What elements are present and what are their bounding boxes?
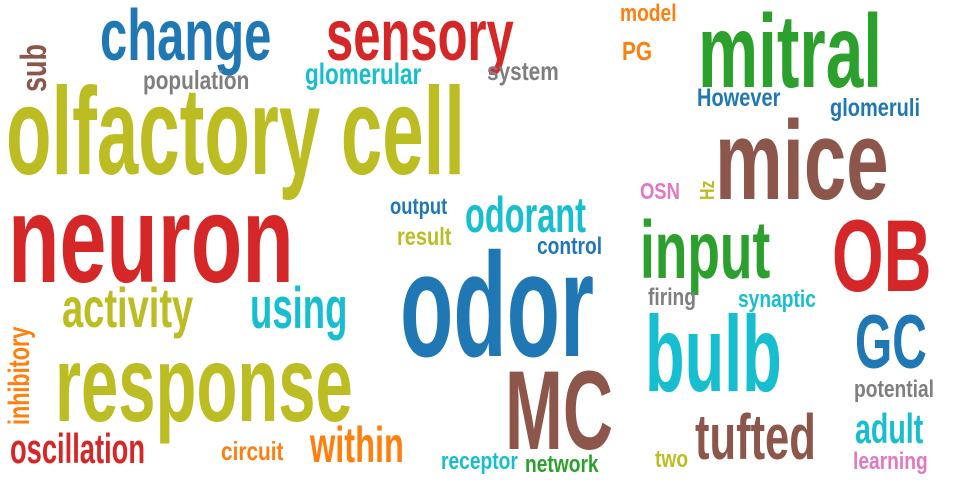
word-input: input — [640, 205, 771, 296]
word-mitral: mitral — [698, 0, 883, 110]
word-firing: firing — [648, 284, 696, 311]
word-output: output — [390, 193, 448, 219]
word-two: two — [655, 446, 689, 473]
word-control: control — [537, 233, 603, 260]
word-sub: sub — [13, 43, 54, 92]
word-olfactory-cell: olfactory cell — [6, 63, 465, 201]
word-mice: mice — [715, 98, 889, 223]
word-hz: Hz — [697, 180, 719, 200]
word-odorant: odorant — [465, 187, 586, 243]
word-response: response — [55, 323, 353, 444]
word-adult: adult — [855, 405, 924, 452]
word-odor: odor — [400, 223, 594, 388]
word-pg: PG — [622, 36, 653, 66]
word-glomeruli: glomeruli — [830, 94, 921, 122]
word-inhibitory: inhibitory — [3, 326, 36, 425]
word-circuit: circuit — [221, 436, 284, 466]
word-tufted: tufted — [695, 401, 816, 473]
word-bulb: bulb — [645, 293, 782, 414]
word-change: change — [100, 0, 272, 76]
word-ob: OB — [832, 199, 932, 313]
word-potential: potential — [854, 376, 934, 403]
word-using: using — [250, 276, 348, 341]
word-within: within — [310, 417, 404, 473]
word-population: population — [143, 65, 250, 95]
word-system: system — [487, 56, 559, 86]
word-osn: OSN — [640, 178, 680, 204]
word-however: However — [697, 84, 781, 112]
word-mc: MC — [505, 348, 613, 473]
word-glomerular: glomerular — [305, 58, 422, 91]
word-learning: learning — [853, 448, 928, 475]
word-receptor: receptor — [441, 448, 518, 475]
word-gc: GC — [855, 300, 927, 385]
word-synaptic: synaptic — [738, 286, 816, 313]
word-activity: activity — [62, 276, 194, 339]
word-result: result — [397, 223, 452, 251]
word-network: network — [525, 451, 599, 478]
word-neuron: neuron — [8, 171, 294, 309]
word-sensory: sensory — [326, 0, 514, 76]
word-oscillation: oscillation — [10, 425, 146, 472]
word-model: model — [620, 0, 677, 27]
